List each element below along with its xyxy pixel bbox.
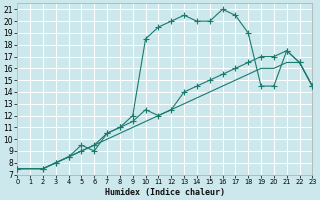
X-axis label: Humidex (Indice chaleur): Humidex (Indice chaleur) xyxy=(105,188,225,197)
